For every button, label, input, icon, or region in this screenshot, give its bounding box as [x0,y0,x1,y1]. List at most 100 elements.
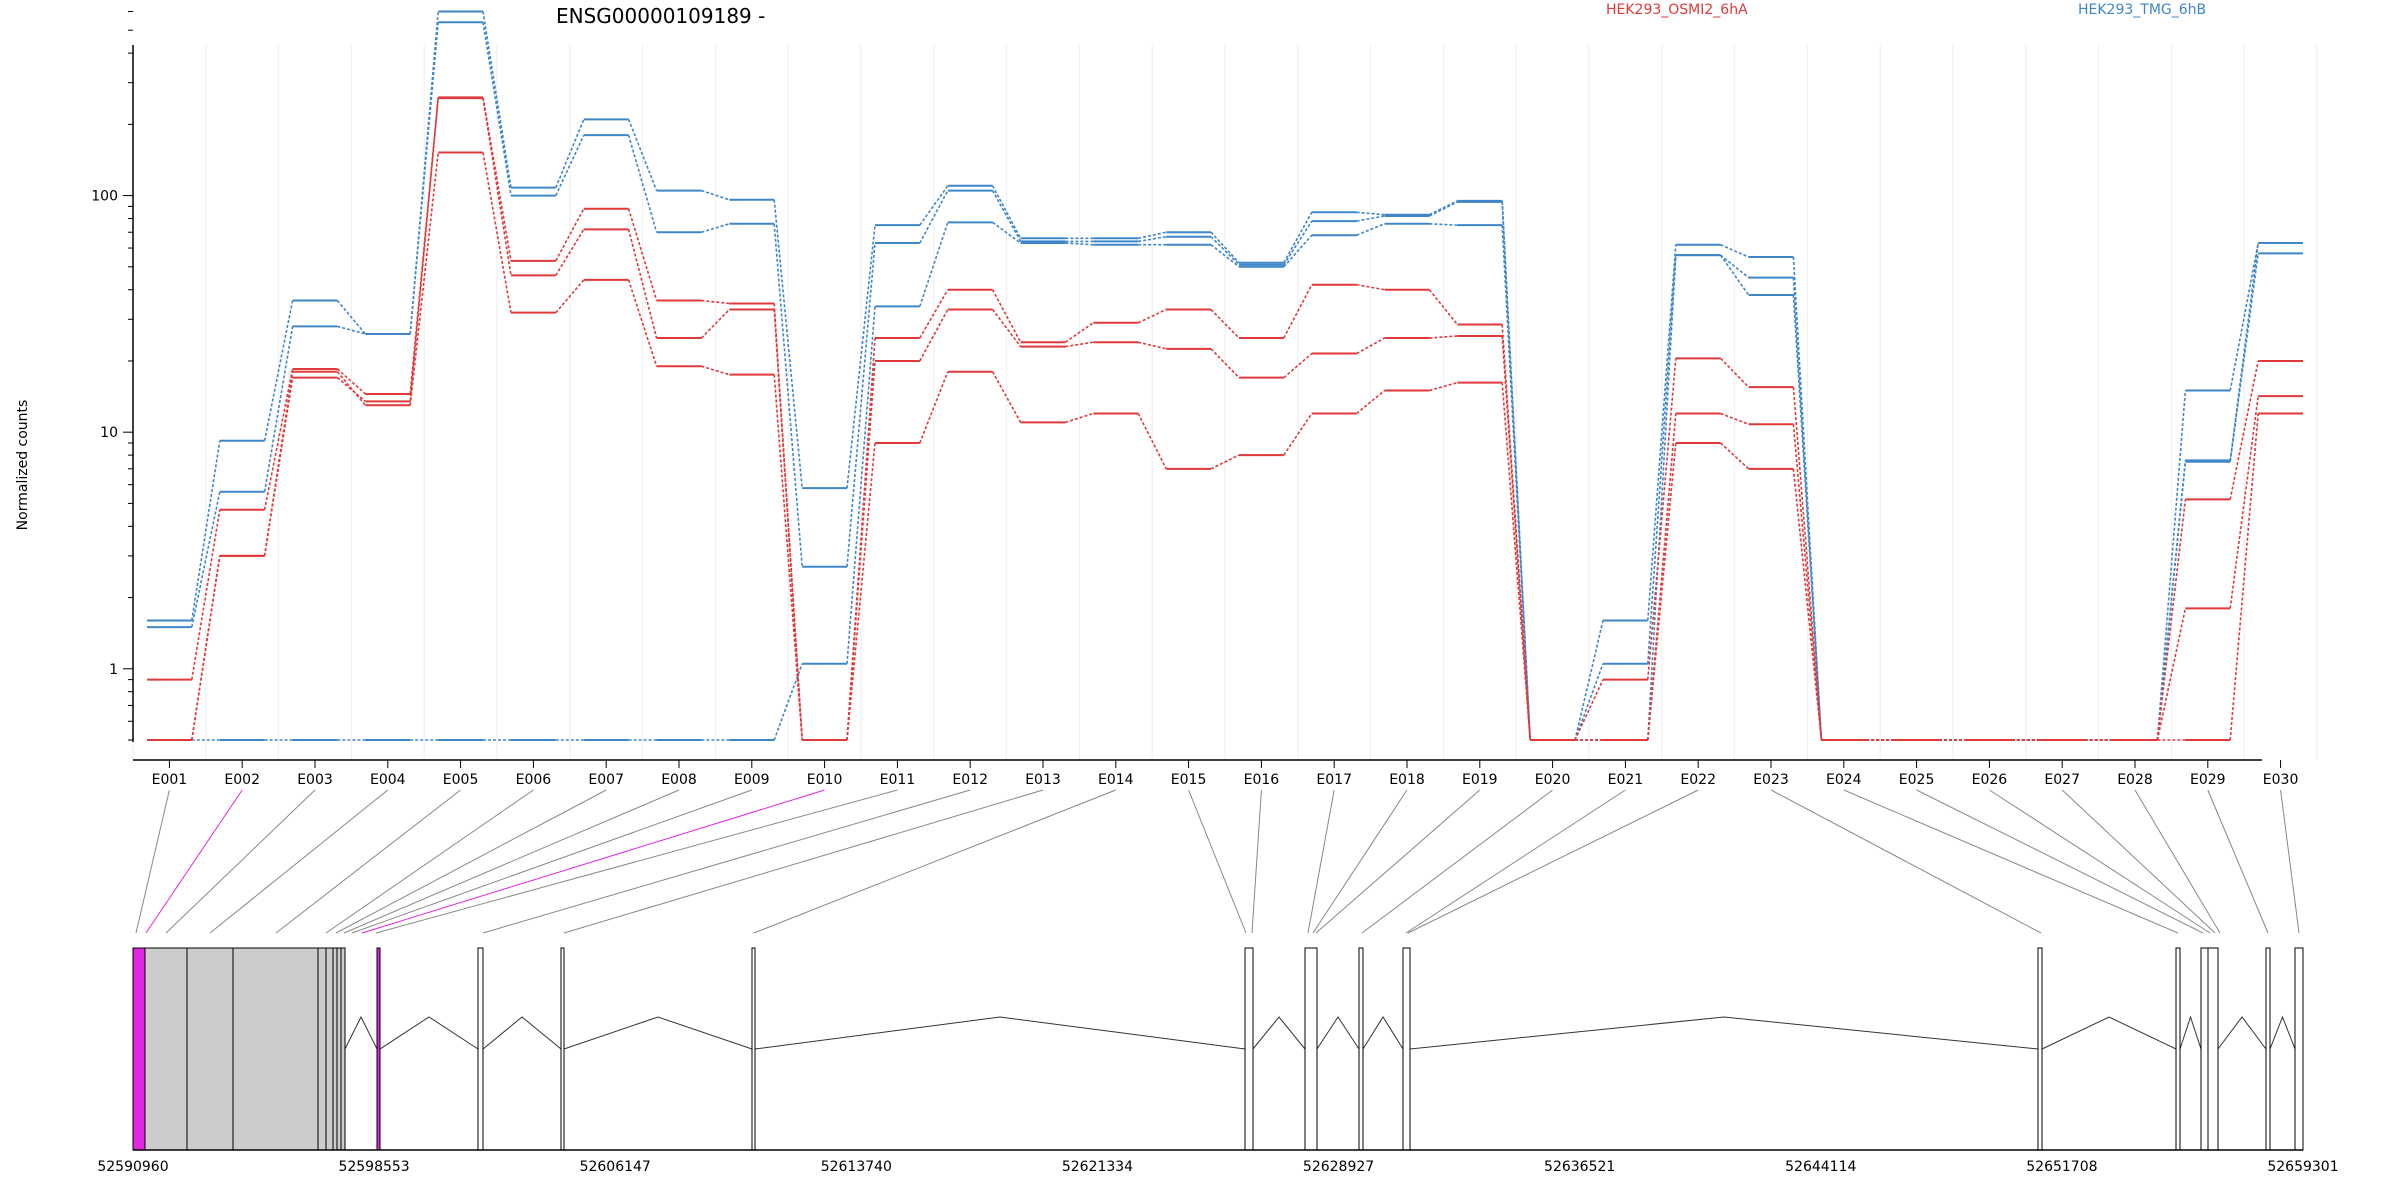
series-connector [482,152,512,313]
series-connector [336,368,366,395]
series-connector [1792,387,1823,741]
legend-tmg: HEK293_TMG_6hB [2078,2,2206,18]
series-connector [1210,231,1240,264]
series-connector [1137,308,1167,324]
series-connector [482,22,512,196]
highlighted-exon [376,947,381,1151]
intron [482,1016,562,1050]
connector-line [2061,789,2216,934]
series-connector [336,377,366,402]
genome-tick-label: 52590960 [97,1159,168,1175]
connector-line [135,789,170,934]
exon-block [2037,947,2043,1151]
y-tick-label: 100 [91,189,118,205]
x-tick-label: E028 [2117,772,2153,788]
connector-line [753,789,1116,934]
connector-line [1770,789,2042,934]
gene-model [132,947,2304,1151]
x-tick-label: E002 [224,772,260,788]
series-connector [919,185,949,226]
intron [2041,1016,2177,1050]
series-connector [627,229,658,339]
series-connector [1210,308,1240,339]
connector-line [209,789,389,934]
x-tick-label: E008 [661,772,697,788]
y-tick-label: 10 [100,425,118,441]
genome-axis: 52590960 52598553 52606147 52613740 52621334… [97,1149,2339,1175]
x-tick-label: E009 [734,772,770,788]
x-tick-label: E007 [588,772,624,788]
exon-block [1304,947,1318,1151]
genome-tick-label: 52644114 [1785,1159,1856,1175]
connector-line [325,789,534,934]
exon-block [1244,947,1254,1151]
highlighted-exon [132,947,146,1151]
series-connector [1501,225,1531,741]
series-connector [191,440,221,621]
x-tick-label: E014 [1098,772,1134,788]
series-connector [919,371,949,444]
series-connector [919,289,949,339]
connector-line [1251,789,1262,934]
x-tick-label: E030 [2263,772,2299,788]
series-connector [263,326,294,492]
series-connector [263,371,294,557]
connector-line [165,789,316,934]
genome-tick-label: 52628927 [1303,1159,1374,1175]
y-axis: 1 10 100 [91,10,134,742]
series-connector [555,279,585,314]
exon-block [560,947,565,1151]
x-tick-label: E021 [1608,772,1644,788]
intron [1409,1016,2039,1050]
intron [2179,1015,2202,1050]
exon-block [1402,947,1411,1151]
x-tick-label: E025 [1899,772,1935,788]
connector-line [1307,789,1335,934]
intron [754,1016,1246,1050]
connector-line [1361,789,1553,934]
x-tick-label: E004 [370,772,406,788]
x-tick-label: E001 [152,772,188,788]
series-connector [2156,499,2187,741]
genome-tick-label: 52659301 [2267,1159,2338,1175]
connector-line [351,789,752,934]
intron [2269,1015,2296,1050]
genome-tick-label: 52598553 [338,1159,409,1175]
connector-line [1405,789,1626,934]
intron [2217,1016,2267,1050]
connector-line [2207,789,2269,934]
series-connector [1574,663,1604,741]
x-tick-label: E015 [1171,772,1207,788]
series-connector [2229,253,2259,462]
series-connector [627,119,658,191]
x-tick-label: E013 [1025,772,1061,788]
x-tick-label: E023 [1753,772,1789,788]
series-connector [1283,412,1313,456]
series-connector [1283,234,1313,268]
series-lines [147,10,2303,741]
connector-line [335,789,607,934]
x-tick-label: E027 [2044,772,2080,788]
intron [1362,1016,1404,1050]
x-tick-label: E020 [1535,772,1571,788]
x-tick-label: E017 [1316,772,1352,788]
series-connector [263,300,294,441]
series-connector [191,509,221,680]
series-connector [1720,357,1750,388]
x-tick-label: E026 [1972,772,2008,788]
series-connector [1574,679,1604,741]
series-connector [1792,468,1823,741]
connector-line [1188,789,1247,934]
x-tick-label: E016 [1244,772,1280,788]
connector-line [1407,789,1699,934]
series-connector [1356,389,1386,415]
series-connector [2156,390,2187,741]
exon-block [477,947,484,1151]
series-connector [555,119,585,188]
series-connector [2229,360,2259,500]
series-connector [627,279,658,367]
chart-title: ENSG00000109189 - [556,4,765,28]
genome-tick-label: 52613740 [821,1159,892,1175]
exon-block [1358,947,1364,1151]
